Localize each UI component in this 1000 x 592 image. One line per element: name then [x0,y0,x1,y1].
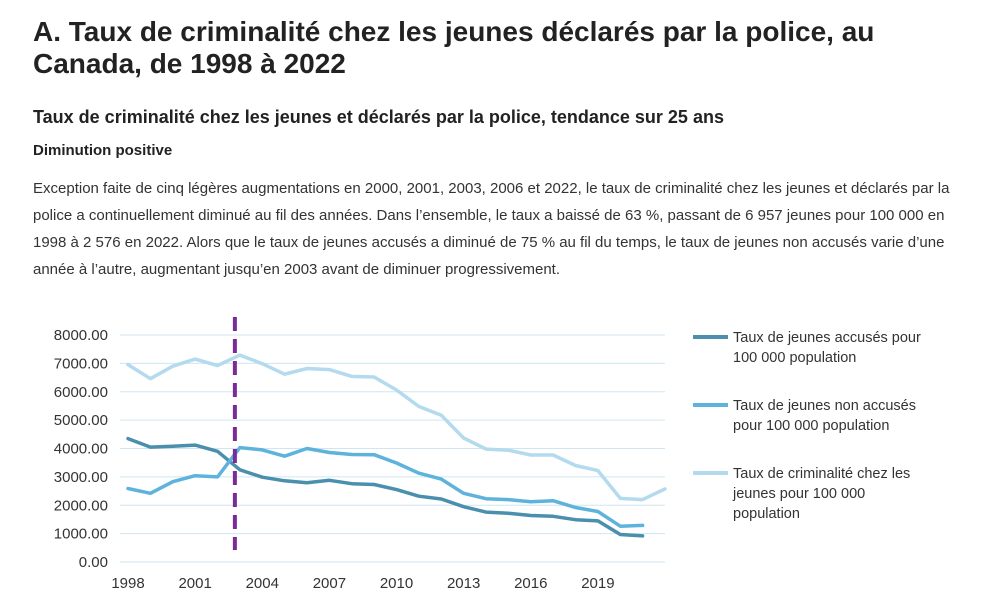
x-tick-label: 1998 [111,575,144,592]
y-tick-label: 2000.00 [54,497,108,514]
y-tick-label: 4000.00 [54,441,108,458]
y-tick-label: 0.00 [79,554,108,571]
series-lines [126,353,667,538]
x-tick-label: 2004 [246,575,279,592]
x-tick-label: 2010 [380,575,413,592]
y-tick-label: 1000.00 [54,526,108,543]
y-tick-label: 7000.00 [54,355,108,372]
x-axis-ticks: 1998 2001 2004 2007 2010 2013 2016 2019 [111,575,614,592]
x-tick-label: 2019 [581,575,614,592]
chart-subtitle: Taux de criminalité chez les jeunes et d… [33,107,724,127]
legend-label-total: jeunes pour 100 000 [732,486,865,502]
series-line-accused [126,436,645,538]
section-kicker: Diminution positive [33,142,173,159]
x-tick-label: 2001 [178,575,211,592]
x-tick-label: 2013 [447,575,480,592]
legend-label-not-accused: Taux de jeunes non accusés [733,398,916,414]
description-paragraph: Exception faite de cinq légères augmenta… [33,180,950,278]
legend-label-accused: Taux de jeunes accusés pour [733,330,921,346]
y-tick-label: 3000.00 [54,469,108,486]
y-tick-label: 6000.00 [54,384,108,401]
y-tick-label: 8000.00 [54,327,108,344]
legend-label-total: Taux de criminalité chez les [733,466,910,482]
x-tick-label: 2016 [514,575,547,592]
legend-label-total: population [733,506,800,522]
y-axis-ticks: 8000.00 7000.00 6000.00 5000.00 4000.00 3000.… [54,327,108,571]
line-chart: 8000.00 7000.00 6000.00 5000.00 4000.00 3000.… [54,317,921,592]
y-tick-label: 5000.00 [54,412,108,429]
legend-label-accused: 100 000 population [733,350,856,366]
legend: Taux de jeunes accusés pour 100 000 popul… [693,330,921,522]
page-title: A. Taux de criminalité chez les jeunes d… [33,16,875,79]
series-line-total [126,353,667,502]
legend-label-not-accused: pour 100 000 population [733,418,889,434]
series-line-not-accused [126,445,645,528]
x-tick-label: 2007 [313,575,346,592]
